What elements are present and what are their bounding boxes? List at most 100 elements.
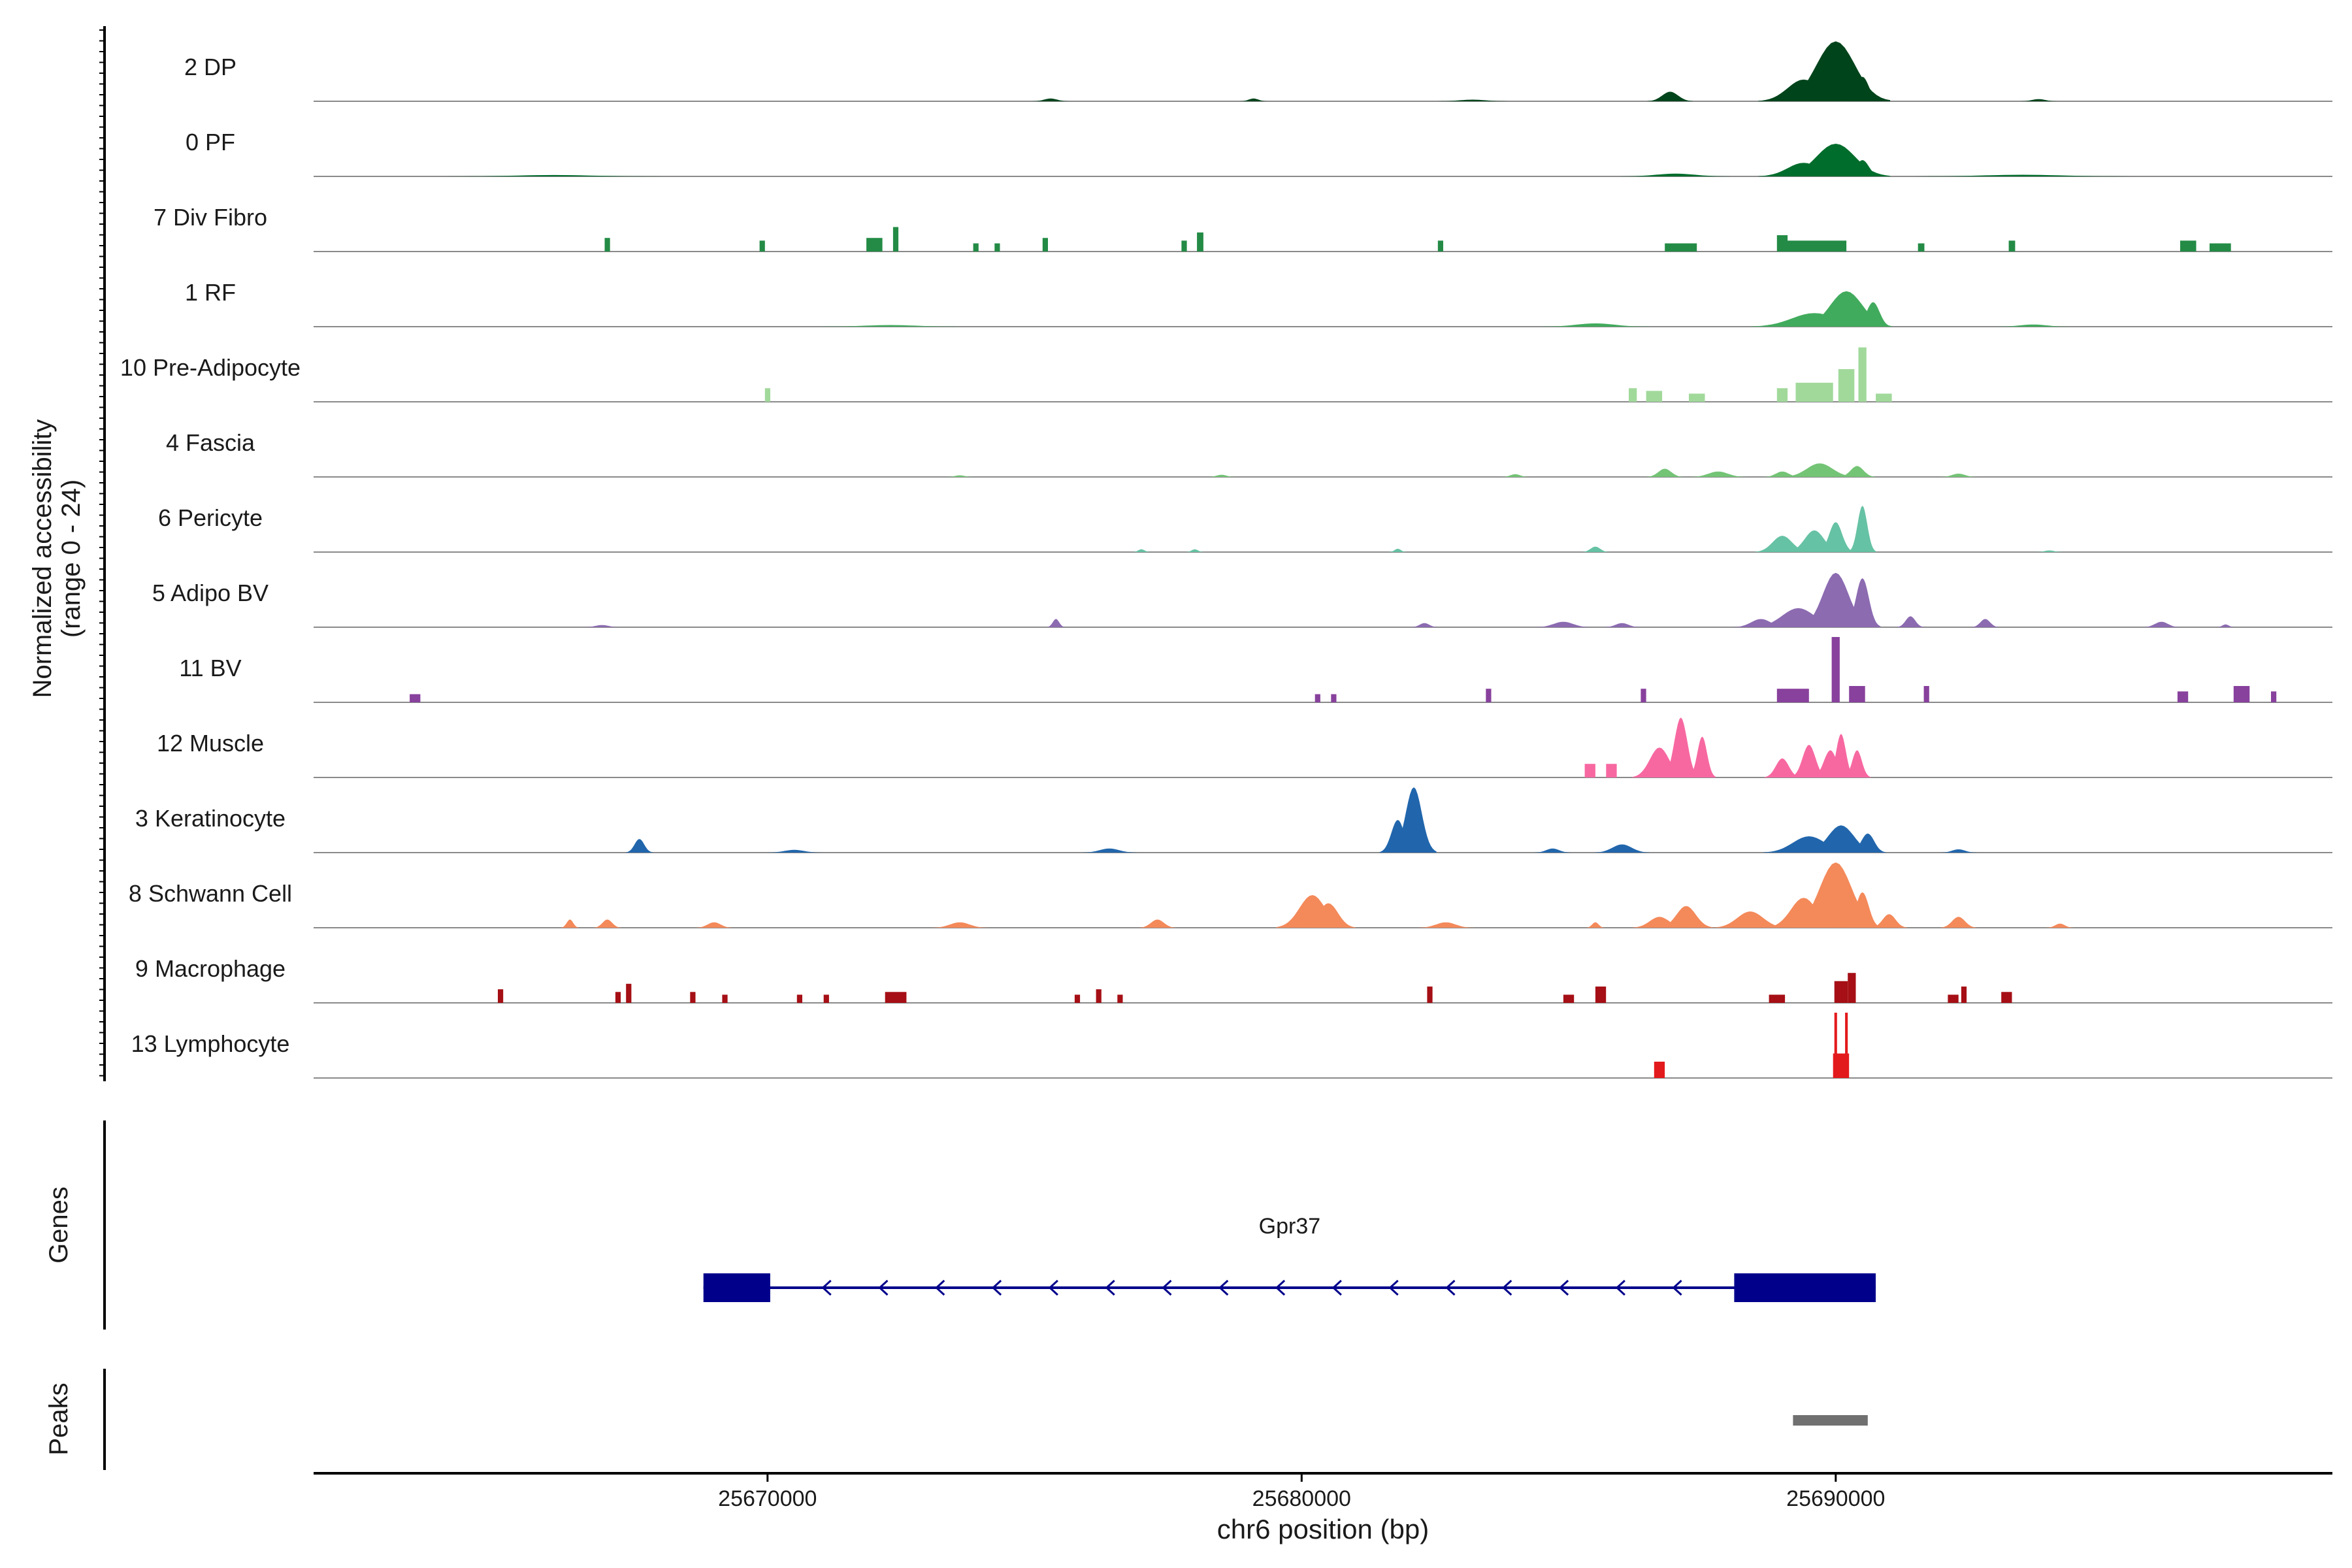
coverage-peak [1764,471,1801,477]
coverage-peak [1838,369,1855,402]
strand-arrow-icon [1218,1279,1229,1296]
coverage-peak [2035,550,2063,552]
coverage-peak [2001,992,2012,1003]
coverage-peak [1834,981,1848,1003]
coverage-peak [1082,848,1137,853]
strand-arrow-icon [821,1279,832,1296]
track-10: 12 Muscle [157,717,2332,778]
coverage-peak [1185,549,1204,552]
coverage-peak [1427,987,1433,1003]
coverage-peak [593,919,621,928]
coverage-peak [1776,388,1788,402]
coverage-peak [1646,468,1683,477]
coverage-peak [885,992,907,1003]
coverage-peak [410,694,421,702]
coverage-peak [615,992,621,1003]
coverage-peak [1239,98,1267,101]
coverage-peak [1783,463,1856,477]
coverage-peak [2143,621,2180,627]
coverage-peak [1845,1013,1848,1078]
track-label: 4 Fascia [166,429,255,456]
track-label: 2 DP [184,54,237,80]
x-tick-label: 25690000 [1786,1486,1885,1511]
peak-region [1793,1415,1868,1426]
track-label: 6 Pericyte [158,504,263,531]
strand-arrow-icon [1162,1279,1172,1296]
track-11: 3 Keratinocyte [135,787,2332,853]
coverage-peak [2046,923,2074,928]
coverage-peak [2177,691,2189,702]
coverage-peak [1776,235,1788,252]
coverage-peak [1767,898,1840,928]
coverage-peak [1181,240,1187,252]
x-axis-label: chr6 position (bp) [1217,1514,1429,1544]
coverage-peak [1606,764,1617,777]
coverage-peak [1918,243,1925,252]
coverage-peak [1831,637,1840,702]
y-axis [99,26,106,1081]
track-label: 7 Div Fibro [154,204,267,231]
coverage-peak [1844,892,1881,928]
strand-arrow-icon [991,1279,1002,1296]
coverage-peak [1843,750,1871,777]
coverage-peak [1782,240,1847,252]
coverage-peak [994,243,1000,252]
coverage-peak [932,922,987,928]
coverage-peak [1647,91,1693,101]
strand-arrow-icon [1331,1279,1342,1296]
coverage-peak [498,989,504,1003]
coverage-peak [1914,174,2132,176]
coverage-tracks: 2 DP 0 PF 7 Div Fibro 1 RF 10 Pre-Adipocyte 4… [120,41,2332,1079]
coverage-peak [1769,994,1786,1003]
coverage-peak [1940,917,1977,928]
coverage-peak [1948,994,1959,1003]
coverage-peak [1388,549,1407,552]
coverage-peak [626,983,632,1003]
coverage-peak [696,922,732,928]
coverage-peak [866,238,883,252]
coverage-peak [1827,734,1855,777]
coverage-peak [1848,506,1876,552]
coverage-peak [690,992,696,1003]
gene-exon [703,1273,770,1302]
coverage-peak [1646,391,1663,402]
coverage-peak [1838,466,1876,477]
coverage-peak [1418,922,1473,928]
coverage-peak [2271,691,2277,702]
coverage-peak [1632,917,1687,928]
coverage-peak [1961,987,1967,1003]
coverage-peak [1074,994,1081,1003]
coverage-peak [1940,849,1977,853]
coverage-peak [1755,536,1810,552]
strand-arrow-icon [1105,1279,1115,1296]
coverage-peak [1750,313,1878,327]
coverage-peak [1849,686,1865,702]
strand-arrow-icon [1672,1279,1682,1296]
track-12: 8 Schwann Cell [129,862,2332,928]
peak-track [1793,1415,1868,1426]
coverage-peak [796,994,802,1003]
coverage-peak [1584,764,1595,777]
coverage-peak [1662,717,1699,777]
gene-track: Gpr37 [703,1214,1876,1302]
strand-arrow-icon [1615,1279,1625,1296]
coverage-peak [1207,474,1235,477]
strand-arrow-icon [1558,1279,1569,1296]
track-9: 11 BV [179,637,2332,703]
coverage-peak [1659,906,1714,928]
strand-arrow-icon [1275,1279,1286,1296]
coverage-peak [1691,471,1746,477]
coverage-peak [1848,973,1856,1003]
coverage-peak [1844,578,1881,627]
coverage-peak [722,994,728,1003]
strand-arrow-icon [1048,1279,1058,1296]
gene-name: Gpr37 [1259,1214,1321,1239]
coverage-peak [1876,393,1892,402]
coverage-peak [1536,621,1591,627]
track-label: 3 Keratinocyte [135,805,286,832]
coverage-peak [1595,844,1650,853]
strand-arrow-icon [1445,1279,1456,1296]
coverage-peak [1997,324,2070,327]
track-14: 13 Lymphocyte [131,1013,2332,1079]
track-label: 5 Adipo BV [152,580,269,606]
